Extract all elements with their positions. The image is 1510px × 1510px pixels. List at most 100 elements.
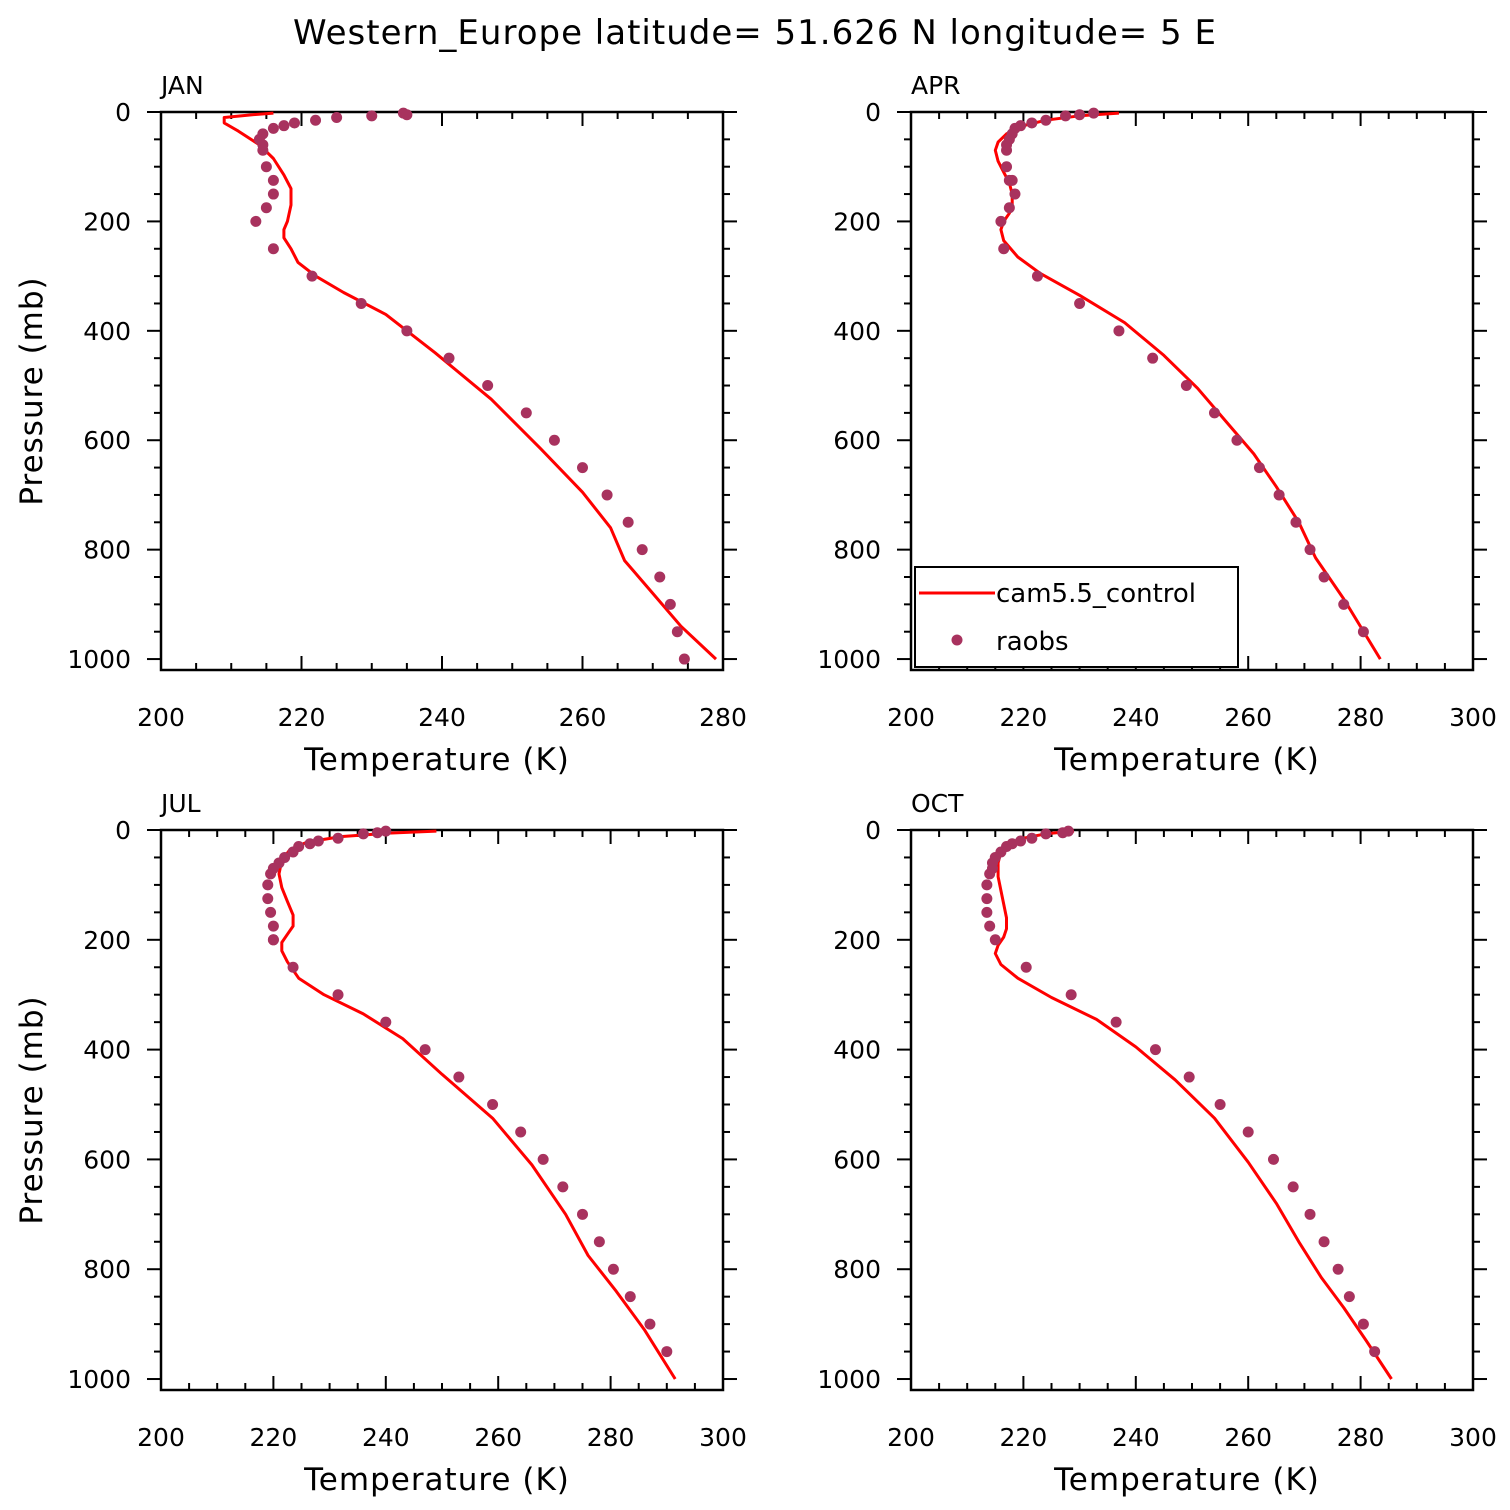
legend-box <box>914 566 1239 668</box>
y-tick-label: 600 <box>833 1145 881 1174</box>
x-axis-label: Temperature (K) <box>303 1462 570 1498</box>
y-tick-label: 600 <box>83 1145 131 1174</box>
series-marker-raobs <box>1113 325 1125 337</box>
series-marker-raobs <box>607 1263 619 1275</box>
panel-jan: 200 220 240 260 280 0 200 400 600 800 1000 JAN Tempe… <box>14 71 747 778</box>
series-marker-raobs <box>1332 1263 1344 1275</box>
x-tick-label: 280 <box>699 703 747 732</box>
series-marker-raobs <box>371 827 383 839</box>
series-marker-raobs <box>366 110 378 122</box>
series-marker-raobs <box>601 489 613 501</box>
series-marker-raobs <box>1040 828 1052 840</box>
series-marker-raobs <box>1343 1291 1355 1303</box>
x-tick-label: 220 <box>1000 703 1048 732</box>
series-marker-raobs <box>304 838 316 850</box>
y-tick-label: 0 <box>865 98 881 127</box>
x-tick-label: 240 <box>362 1423 410 1452</box>
series-marker-raobs <box>380 825 392 837</box>
x-tick-label: 200 <box>887 703 935 732</box>
series-marker-raobs <box>515 1126 527 1138</box>
series-marker-raobs <box>1214 1099 1226 1111</box>
series-marker-raobs <box>1110 1016 1122 1028</box>
series-marker-raobs <box>265 868 277 880</box>
series-marker-raobs <box>577 462 588 474</box>
x-tick-label: 220 <box>250 1423 298 1452</box>
series-marker-raobs <box>622 516 634 528</box>
series-marker-raobs <box>1290 516 1302 528</box>
series-marker-raobs <box>593 1236 605 1248</box>
x-tick-label: 260 <box>474 1423 522 1452</box>
series-marker-raobs <box>260 202 272 214</box>
series-marker-raobs <box>332 832 344 844</box>
series-marker-raobs <box>482 380 494 392</box>
series-marker-raobs <box>312 835 324 847</box>
y-tick-label: 600 <box>833 426 881 455</box>
series-marker-raobs <box>1183 1071 1195 1083</box>
series-marker-raobs <box>1060 110 1072 122</box>
panel-label-jul: JUL <box>159 789 201 818</box>
series-marker-raobs <box>260 161 272 173</box>
series-marker-raobs <box>287 846 299 858</box>
panels-container: 200 220 240 260 280 0 200 400 600 800 1000 JAN Tempe… <box>14 71 1497 1498</box>
series-marker-raobs <box>671 626 683 638</box>
series-marker-raobs <box>1040 114 1052 126</box>
x-tick-label: 260 <box>1224 703 1272 732</box>
series-marker-raobs <box>1001 161 1013 173</box>
series-marker-raobs <box>984 920 996 932</box>
series-marker-raobs <box>267 920 279 932</box>
y-tick-label: 200 <box>83 926 131 955</box>
series-marker-raobs <box>1009 188 1021 200</box>
x-tick-label: 240 <box>418 703 466 732</box>
series-marker-raobs <box>1231 434 1243 446</box>
series-marker-raobs <box>678 653 690 665</box>
series-marker-raobs <box>1304 1208 1316 1220</box>
panel-label-jan: JAN <box>159 71 204 100</box>
x-tick-label: 260 <box>559 703 607 732</box>
series-marker-raobs <box>1253 462 1265 474</box>
series-marker-raobs <box>267 122 279 134</box>
panel-label-oct: OCT <box>911 789 964 818</box>
series-marker-raobs <box>278 120 290 132</box>
y-tick-label: 0 <box>115 816 131 845</box>
y-axis-label: Pressure (mb) <box>14 276 50 505</box>
y-tick-label: 200 <box>83 207 131 236</box>
x-tick-label: 220 <box>1000 1423 1048 1452</box>
series-marker-raobs <box>357 828 369 840</box>
x-tick-label: 240 <box>1112 1423 1160 1452</box>
series-marker-raobs <box>1242 1126 1254 1138</box>
series-marker-raobs <box>1015 835 1027 847</box>
series-marker-raobs <box>1006 174 1018 186</box>
panel-oct: 200 220 240 260 280 300 0 200 400 600 800 1000 OCT Te… <box>817 789 1496 1498</box>
y-tick-label: 200 <box>833 207 881 236</box>
y-tick-label: 0 <box>115 98 131 127</box>
series-marker-raobs <box>981 893 993 905</box>
y-tick-label: 1000 <box>67 1365 131 1394</box>
series-marker-raobs <box>557 1181 569 1193</box>
series-marker-raobs <box>998 243 1010 255</box>
series-marker-raobs <box>250 215 262 227</box>
x-tick-label: 220 <box>278 703 326 732</box>
series-marker-raobs <box>1287 1181 1299 1193</box>
series-marker-raobs <box>453 1071 465 1083</box>
series-marker-raobs <box>443 352 455 364</box>
y-tick-label: 800 <box>83 1255 131 1284</box>
series-marker-raobs <box>1208 407 1220 419</box>
series-marker-raobs <box>661 1346 673 1358</box>
y-tick-label: 1000 <box>817 1365 881 1394</box>
series-marker-raobs <box>287 961 299 973</box>
x-tick-label: 280 <box>1337 1423 1385 1452</box>
series-marker-raobs <box>989 934 1001 946</box>
y-tick-label: 800 <box>833 1255 881 1284</box>
series-marker-raobs <box>401 325 413 337</box>
series-marker-raobs <box>537 1153 549 1165</box>
x-tick-label: 300 <box>1449 703 1497 732</box>
y-axis-label: Pressure (mb) <box>14 995 50 1224</box>
y-tick-label: 1000 <box>817 645 881 674</box>
series-marker-raobs <box>1357 1318 1369 1330</box>
x-tick-label: 260 <box>1224 1423 1272 1452</box>
panel-jul: 200 220 240 260 280 300 0 200 400 600 800 1000 JUL Te… <box>14 789 747 1498</box>
series-marker-raobs <box>654 571 666 583</box>
x-tick-label: 200 <box>137 703 185 732</box>
